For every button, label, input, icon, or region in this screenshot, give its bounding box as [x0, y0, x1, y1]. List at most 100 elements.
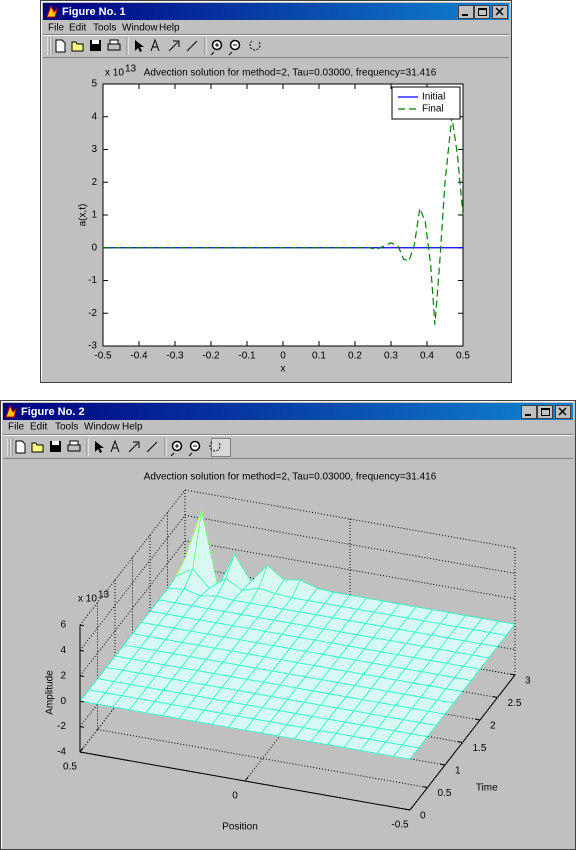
y-tick-label: 1	[91, 210, 97, 221]
multiplier: x 10	[78, 594, 97, 605]
window-title: Figure No. 2	[21, 406, 85, 418]
x-tick-label: -0.2	[202, 351, 220, 362]
menu-item[interactable]: Window	[122, 23, 158, 34]
y-tick-label: 5	[91, 79, 97, 90]
minimize-button[interactable]	[521, 405, 537, 419]
y-tick	[439, 763, 446, 766]
grid-line	[184, 489, 516, 549]
series-line	[103, 116, 464, 325]
y-tick-label: 2	[91, 177, 97, 188]
menu-item[interactable]: File	[8, 422, 25, 433]
x-tick	[79, 747, 84, 753]
y-axis-label: Time	[476, 782, 498, 793]
z-tick	[79, 700, 85, 703]
y-tick-label: 0	[91, 242, 97, 253]
grid-line	[184, 514, 516, 574]
y-tick-label: 1.5	[473, 743, 487, 754]
x-axis-label: Position	[222, 822, 258, 833]
z-tick-label: 6	[60, 620, 66, 631]
z-tick	[79, 726, 85, 728]
x-tick	[244, 776, 249, 782]
multiplier-power: 13	[125, 64, 137, 75]
surface	[79, 510, 516, 760]
legend-box	[391, 86, 461, 120]
y-tick	[474, 718, 481, 721]
app-icon	[46, 4, 58, 18]
legend-label: Final	[422, 104, 444, 115]
plot-area	[102, 83, 464, 347]
window-buttons[interactable]	[458, 5, 508, 19]
multiplier: x 10	[105, 68, 124, 79]
y-tick-label: 4	[91, 111, 97, 122]
y-tick	[404, 808, 411, 811]
z-tick-label: 0	[60, 696, 66, 707]
y-tick-label: 0.5	[438, 788, 452, 799]
y-tick	[457, 741, 463, 743]
z-tick-label: 2	[60, 670, 66, 681]
title-bar[interactable]	[43, 3, 509, 20]
maximize-button[interactable]	[474, 5, 490, 19]
y-tick-label: 3	[525, 676, 531, 687]
menu-item[interactable]: Help	[159, 23, 180, 34]
menu-item[interactable]: File	[48, 23, 65, 34]
menu-item[interactable]: Tools	[93, 23, 116, 34]
chart-title: Advection solution for method=2, Tau=0.0…	[144, 472, 437, 483]
z-tick	[79, 675, 85, 677]
menu-item[interactable]: Window	[84, 422, 120, 433]
x-tick-label: 0	[232, 791, 238, 802]
y-tick-label: -2	[88, 308, 97, 319]
chart-title: Advection solution for method=2, Tau=0.0…	[144, 68, 437, 79]
x-tick-label: 0.3	[384, 351, 398, 362]
y-tick-label: -1	[88, 275, 97, 286]
minimize-button[interactable]	[458, 5, 474, 19]
multiplier-power: 13	[98, 590, 110, 601]
menu-item[interactable]: Tools	[55, 422, 78, 433]
y-tick-label: 2	[490, 721, 496, 732]
x-tick-label: -0.1	[238, 351, 256, 362]
x-tick-label: 0.1	[312, 351, 326, 362]
x-tick-label: 0.5	[456, 351, 470, 362]
z-tick-label: -2	[57, 721, 66, 732]
y-tick-label: 1	[455, 766, 461, 777]
y-tick-label: 3	[91, 144, 97, 155]
menu-item[interactable]: Edit	[30, 422, 47, 433]
title-bar[interactable]	[3, 403, 573, 420]
surface-cell	[392, 744, 420, 760]
y-tick-label: 0	[420, 811, 426, 822]
grid-line	[184, 540, 516, 600]
maximize-button[interactable]	[537, 405, 553, 419]
x-tick-label: -0.5	[94, 351, 112, 362]
x-tick-label: 0.5	[63, 762, 77, 773]
menu-item[interactable]: Edit	[69, 23, 86, 34]
y-tick-label: 2.5	[508, 698, 522, 709]
menu-item[interactable]: Help	[122, 422, 143, 433]
y-axis-label: a(x,t)	[78, 204, 89, 227]
x-tick-label: -0.4	[130, 351, 148, 362]
pressed-button[interactable]	[211, 438, 231, 457]
z-tick-label: 4	[60, 645, 66, 656]
app-icon	[5, 404, 17, 418]
window-bevel	[1, 401, 575, 849]
y-tick	[422, 786, 428, 788]
x-axis-label: x	[281, 364, 286, 375]
window-buttons[interactable]	[521, 405, 571, 419]
y-tick	[509, 673, 516, 676]
window-title: Figure No. 1	[62, 6, 126, 18]
z-tick	[79, 624, 85, 627]
y-tick-label: -3	[88, 341, 97, 352]
y-tick	[492, 696, 498, 698]
z-axis-label: Amplitude	[45, 670, 56, 715]
window-bevel	[41, 1, 511, 382]
x-tick-label: 0	[280, 351, 286, 362]
legend-label: Initial	[422, 92, 445, 103]
z-tick	[79, 649, 85, 652]
x-tick-label: -0.3	[166, 351, 184, 362]
z-tick	[79, 751, 85, 754]
x-tick	[409, 805, 414, 811]
x-tick-label: -0.5	[391, 820, 409, 831]
x-tick-label: 0.2	[348, 351, 362, 362]
x-tick-label: 0.4	[420, 351, 434, 362]
grid-line	[97, 729, 428, 788]
